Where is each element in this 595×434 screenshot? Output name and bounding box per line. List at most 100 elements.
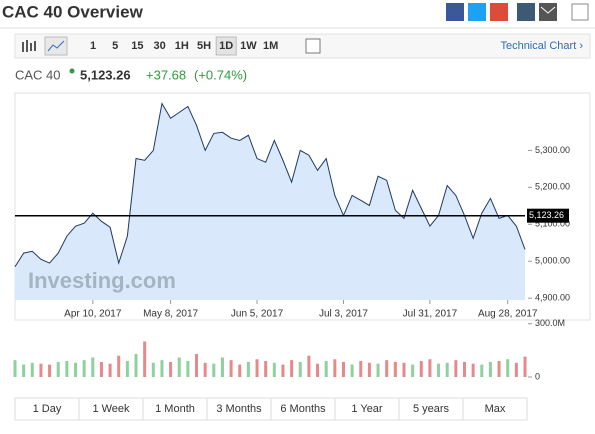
volume-bar — [367, 362, 371, 377]
volume-bar — [30, 362, 34, 377]
x-tick-label: May 8, 2017 — [143, 309, 198, 320]
volume-bar — [82, 360, 86, 377]
volume-bar — [316, 363, 320, 377]
share-icons — [446, 3, 589, 21]
x-tick-label: Jul 3, 2017 — [319, 309, 368, 320]
volume-bar — [307, 355, 311, 377]
volume-bar — [497, 361, 501, 377]
range-button[interactable]: 1 Week — [92, 403, 130, 415]
y-tick-label: 0 — [535, 371, 540, 381]
interval-button[interactable]: 5H — [197, 40, 211, 52]
volume-bar — [108, 363, 112, 377]
volume-bar — [48, 364, 52, 377]
print-icon[interactable] — [571, 3, 589, 21]
volume-bar — [160, 360, 164, 377]
settings-icon[interactable] — [305, 38, 321, 54]
stocktwits-icon[interactable] — [517, 3, 535, 21]
quote-change-pct: (+0.74%) — [194, 67, 247, 82]
volume-bar — [229, 360, 233, 377]
x-tick-label: Jun 5, 2017 — [231, 309, 284, 320]
volume-bar — [411, 364, 415, 377]
volume-bar — [238, 364, 242, 377]
interval-button[interactable]: 1D — [219, 40, 233, 52]
volume-bar — [212, 363, 216, 377]
interval-button[interactable]: 1M — [263, 40, 278, 52]
volume-bar — [324, 361, 328, 377]
volume-bar — [22, 364, 26, 377]
candle-icon[interactable] — [22, 40, 36, 52]
price-area — [15, 103, 525, 300]
volume-bar — [134, 353, 138, 377]
line-glyph — [47, 40, 65, 52]
range-button[interactable]: 5 years — [413, 403, 450, 415]
volume-bar — [39, 363, 43, 377]
volume-bar — [151, 362, 155, 377]
range-button[interactable]: 1 Day — [33, 403, 62, 415]
volume-bar — [13, 360, 17, 377]
volume-bar — [99, 361, 103, 377]
volume-bar — [385, 360, 389, 377]
x-tick-label: Apr 10, 2017 — [64, 309, 122, 320]
quote-change: +37.68 — [146, 67, 186, 82]
volume-bar — [445, 362, 449, 377]
watermark: Investing.com — [28, 268, 176, 293]
facebook-icon[interactable] — [446, 3, 464, 21]
volume-bar — [333, 359, 337, 377]
volume-bar — [454, 360, 458, 377]
volume-bar — [65, 361, 69, 377]
volume-bar — [290, 360, 294, 377]
volume-bar — [195, 353, 199, 377]
volume-bar — [506, 359, 510, 377]
volume-bar — [272, 362, 276, 377]
y-tick-label: 4,900.00 — [535, 293, 570, 303]
interval-button[interactable]: 5 — [112, 40, 118, 52]
interval-button[interactable]: 1 — [90, 40, 96, 52]
interval-button[interactable]: 15 — [131, 40, 143, 52]
plot-frame — [14, 92, 591, 321]
volume-bar — [514, 362, 518, 377]
mail-icon[interactable] — [539, 3, 557, 21]
live-dot — [69, 68, 75, 74]
volume-bar — [462, 361, 466, 377]
volume-bar — [281, 364, 285, 377]
interval-button[interactable]: 1W — [240, 40, 257, 52]
volume-bar — [471, 363, 475, 377]
volume-bar — [56, 361, 60, 377]
toolbar — [14, 33, 591, 59]
price-line — [14, 102, 526, 268]
volume-bar — [402, 362, 406, 377]
mail-glyph — [540, 6, 556, 14]
quote-name: CAC 40 — [15, 67, 61, 82]
volume-bar — [298, 361, 302, 377]
volume-bar — [350, 364, 354, 377]
volume-bar — [177, 357, 181, 377]
range-button[interactable]: 3 Months — [216, 403, 262, 415]
range-button[interactable]: 6 Months — [280, 403, 326, 415]
chart-type-icons — [22, 36, 321, 56]
volume-bar — [419, 361, 423, 377]
x-tick-label: Aug 28, 2017 — [478, 309, 538, 320]
volume-bar — [220, 357, 224, 377]
volume-bar — [246, 361, 250, 377]
volume-bar — [341, 361, 345, 377]
title: CAC 40 Overview — [2, 2, 144, 21]
volume-bar — [255, 359, 259, 377]
line-icon[interactable] — [44, 36, 68, 56]
range-button[interactable]: 1 Year — [351, 403, 383, 415]
volume-bar — [488, 361, 492, 377]
interval-button[interactable]: 1H — [175, 40, 189, 52]
google-icon[interactable] — [490, 3, 508, 21]
volume-bar — [393, 361, 397, 377]
technical-chart-link[interactable]: Technical Chart › — [500, 40, 583, 52]
quote-price: 5,123.26 — [80, 67, 131, 82]
range-button[interactable]: Max — [485, 403, 506, 415]
interval-button[interactable]: 30 — [153, 40, 165, 52]
twitter-icon[interactable] — [468, 3, 486, 21]
range-button[interactable]: 1 Month — [155, 403, 195, 415]
volume-bar — [125, 361, 129, 377]
interval-selected — [215, 36, 237, 56]
volume-bar — [437, 363, 441, 377]
volume-bar — [523, 356, 527, 377]
y-tick-label: 5,200.00 — [535, 182, 570, 192]
